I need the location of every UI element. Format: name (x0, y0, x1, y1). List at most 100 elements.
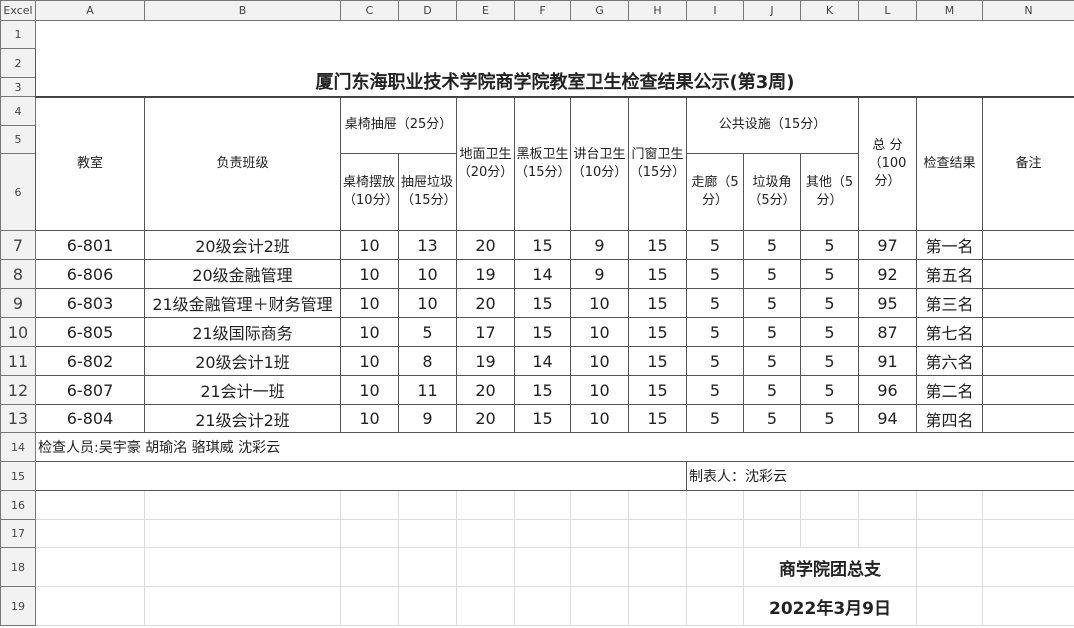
data-cell[interactable]: 5 (743, 259, 801, 289)
empty-cell[interactable] (340, 547, 399, 587)
header-public-group[interactable]: 公共设施（15分） (686, 96, 859, 154)
data-cell[interactable]: 5 (743, 346, 801, 376)
data-cell[interactable]: 5 (743, 317, 801, 347)
sheet-title[interactable]: 厦门东海职业技术学院商学院教室卫生检查结果公示(第3周) (35, 20, 1074, 98)
column-header[interactable]: K (800, 0, 859, 21)
header-desk-arrange[interactable]: 桌椅摆放（10分） (340, 153, 399, 231)
empty-cell[interactable] (982, 519, 1074, 548)
empty-cell[interactable] (982, 586, 1074, 626)
header-other[interactable]: 其他（5分） (800, 153, 859, 231)
data-cell[interactable]: 5 (800, 317, 859, 347)
data-cell[interactable] (982, 375, 1074, 405)
data-cell[interactable]: 15 (514, 230, 571, 260)
data-cell[interactable]: 9 (398, 404, 457, 433)
header-corridor[interactable]: 走廊（5分） (686, 153, 744, 231)
column-header[interactable]: G (570, 0, 629, 21)
data-cell[interactable]: 8 (398, 346, 457, 376)
data-cell[interactable]: 10 (570, 375, 629, 405)
data-cell[interactable]: 10 (340, 317, 399, 347)
data-cell[interactable]: 15 (628, 375, 687, 405)
empty-cell[interactable] (800, 490, 859, 520)
data-cell[interactable] (982, 288, 1074, 318)
empty-cell[interactable] (514, 547, 571, 587)
data-cell[interactable] (982, 230, 1074, 260)
empty-cell[interactable] (686, 519, 744, 548)
empty-cell[interactable] (570, 586, 629, 626)
data-cell[interactable]: 15 (514, 404, 571, 433)
column-header[interactable]: J (743, 0, 801, 21)
data-cell[interactable]: 15 (628, 346, 687, 376)
empty-cell[interactable] (35, 586, 145, 626)
empty-cell[interactable] (628, 547, 687, 587)
data-cell[interactable]: 第一名 (916, 230, 983, 260)
data-cell[interactable]: 13 (398, 230, 457, 260)
inspectors-cell[interactable]: 检查人员:吴宇豪 胡瑜洺 骆琪威 沈彩云 (35, 432, 1074, 462)
row-header[interactable]: 14 (0, 432, 36, 462)
empty-cell[interactable] (982, 547, 1074, 587)
data-cell[interactable]: 97 (858, 230, 917, 260)
data-cell[interactable]: 5 (398, 317, 457, 347)
data-cell[interactable]: 5 (800, 404, 859, 433)
data-cell[interactable]: 20级会计1班 (144, 346, 341, 376)
empty-cell[interactable] (340, 586, 399, 626)
empty-cell[interactable] (686, 586, 744, 626)
data-cell[interactable]: 5 (800, 230, 859, 260)
data-cell[interactable]: 第五名 (916, 259, 983, 289)
header-blackboard[interactable]: 黑板卫生（15分） (514, 96, 571, 231)
empty-cell[interactable] (916, 586, 983, 626)
empty-cell[interactable] (35, 490, 145, 520)
header-podium[interactable]: 讲台卫生（10分） (570, 96, 629, 231)
row-header[interactable]: 13 (0, 404, 36, 433)
data-cell[interactable]: 14 (514, 346, 571, 376)
data-cell[interactable]: 17 (456, 317, 515, 347)
data-cell[interactable]: 20 (456, 288, 515, 318)
empty-cell[interactable] (514, 490, 571, 520)
row-header[interactable]: 7 (0, 230, 36, 260)
empty-cell[interactable] (628, 490, 687, 520)
column-header[interactable]: I (686, 0, 744, 21)
signature-date[interactable]: 2022年3月9日 (743, 586, 917, 626)
empty-cell[interactable] (340, 490, 399, 520)
data-cell[interactable]: 10 (570, 317, 629, 347)
column-header[interactable]: B (144, 0, 341, 21)
data-cell[interactable] (982, 404, 1074, 433)
empty-cell[interactable] (916, 547, 983, 587)
column-header[interactable]: N (982, 0, 1074, 21)
empty-cell[interactable] (35, 547, 145, 587)
row-header[interactable]: 18 (0, 547, 36, 587)
row-header[interactable]: 3 (0, 77, 36, 97)
data-cell[interactable]: 5 (686, 259, 744, 289)
data-cell[interactable]: 5 (800, 375, 859, 405)
header-remarks[interactable]: 备注 (982, 96, 1074, 231)
data-cell[interactable]: 15 (628, 288, 687, 318)
empty-cell[interactable] (456, 586, 515, 626)
data-cell[interactable]: 第二名 (916, 375, 983, 405)
empty-cell[interactable] (398, 519, 457, 548)
empty-cell[interactable] (916, 519, 983, 548)
row-header[interactable]: 9 (0, 288, 36, 318)
data-cell[interactable]: 5 (686, 230, 744, 260)
data-cell[interactable]: 5 (743, 230, 801, 260)
row-header[interactable]: 5 (0, 125, 36, 154)
data-cell[interactable]: 5 (686, 288, 744, 318)
header-floor[interactable]: 地面卫生（20分） (456, 96, 515, 231)
empty-cell[interactable] (858, 519, 917, 548)
empty-cell[interactable] (514, 586, 571, 626)
data-cell[interactable]: 15 (514, 375, 571, 405)
data-cell[interactable]: 5 (800, 288, 859, 318)
data-cell[interactable]: 5 (800, 259, 859, 289)
data-cell[interactable]: 10 (398, 288, 457, 318)
header-drawer-trash[interactable]: 抽屉垃圾（15分） (398, 153, 457, 231)
data-cell[interactable]: 6-802 (35, 346, 145, 376)
data-cell[interactable]: 87 (858, 317, 917, 347)
data-cell[interactable]: 第四名 (916, 404, 983, 433)
data-cell[interactable]: 15 (628, 404, 687, 433)
empty-cell[interactable] (144, 519, 341, 548)
data-cell[interactable]: 第六名 (916, 346, 983, 376)
empty-cell[interactable] (743, 490, 801, 520)
empty-cell[interactable] (398, 490, 457, 520)
row-header[interactable]: 19 (0, 586, 36, 626)
data-cell[interactable]: 19 (456, 346, 515, 376)
data-cell[interactable]: 10 (398, 259, 457, 289)
data-cell[interactable]: 92 (858, 259, 917, 289)
